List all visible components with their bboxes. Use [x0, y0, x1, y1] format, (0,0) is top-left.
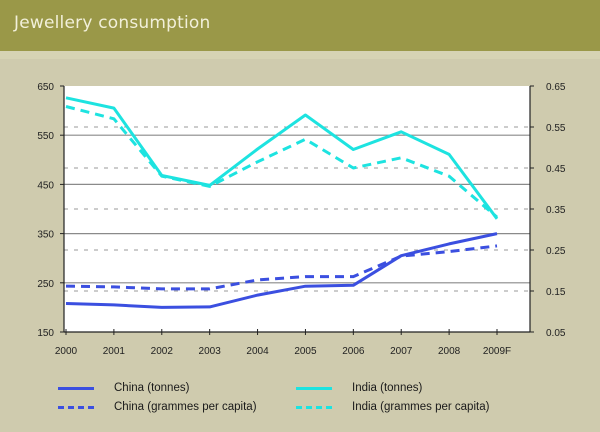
- legend-item-china-gpc: China (grammes per capita): [58, 399, 257, 415]
- legend-item-india-gpc: India (grammes per capita): [296, 399, 489, 415]
- y-left-tick-label: 450: [37, 180, 54, 191]
- legend-swatch-solid: [58, 386, 94, 390]
- legend-swatch-solid: [296, 386, 332, 390]
- x-tick-label: 2001: [103, 346, 126, 357]
- x-tick-label: 2000: [55, 346, 78, 357]
- y-right-tick-label: 0.65: [546, 82, 566, 93]
- legend-swatch-dashed: [296, 405, 332, 409]
- legend-label: China (grammes per capita): [114, 401, 257, 413]
- legend-swatch-dashed: [58, 405, 94, 409]
- gridlines-right: [64, 126, 530, 292]
- y-right-tick-label: 0.35: [546, 205, 566, 216]
- legend-item-china-tonnes: China (tonnes): [58, 380, 189, 396]
- series-line-india-tonnes: [65, 96, 499, 220]
- y-left-tick-label: 150: [37, 328, 54, 339]
- legend-label: China (tonnes): [114, 382, 190, 394]
- legend-label: India (grammes per capita): [352, 401, 490, 413]
- y-right-tick-label: 0.15: [546, 287, 566, 298]
- x-tick-label: 2009F: [483, 346, 511, 357]
- y-right-tick-label: 0.55: [546, 123, 566, 134]
- y-right-tick-label: 0.05: [546, 328, 566, 339]
- x-tick-label: 2004: [246, 346, 269, 357]
- chart-title: Jewellery consumption: [14, 13, 211, 33]
- gridlines-left: [64, 134, 530, 284]
- legend: China (tonnes) China (grammes per capita…: [0, 378, 600, 424]
- x-tick-label: 2002: [151, 346, 174, 357]
- x-tick-label: 2005: [294, 346, 317, 357]
- y-right-tick-label: 0.25: [546, 246, 566, 257]
- y-left-tick-label: 250: [37, 279, 54, 290]
- header-divider: [0, 51, 600, 59]
- x-axis-ticks: 2000 2001 2002 2003 2004 2005 2006 2007 2008 2009…: [55, 329, 511, 357]
- series-line-india-grammes-per-capita: [65, 105, 498, 219]
- legend-item-india-tonnes: India (tonnes): [296, 380, 422, 396]
- series-layer: [65, 96, 499, 309]
- series-line-china-tonnes: [65, 232, 498, 309]
- x-tick-label: 2008: [438, 346, 461, 357]
- x-tick-label: 2003: [199, 346, 222, 357]
- x-tick-label: 2007: [390, 346, 413, 357]
- header-bar: Jewellery consumption: [0, 0, 600, 51]
- left-axis-ticks: 650 550 450 350 250 150: [37, 82, 64, 339]
- right-axis-ticks: 0.65 0.55 0.45 0.35 0.25 0.15 0.05: [530, 82, 566, 339]
- y-right-tick-label: 0.45: [546, 164, 566, 175]
- y-left-tick-label: 350: [37, 230, 54, 241]
- y-left-tick-label: 550: [37, 131, 54, 142]
- series-line-china-grammes-per-capita: [65, 244, 498, 291]
- legend-label: India (tonnes): [352, 382, 423, 394]
- y-left-tick-label: 650: [37, 82, 54, 93]
- x-tick-label: 2006: [342, 346, 365, 357]
